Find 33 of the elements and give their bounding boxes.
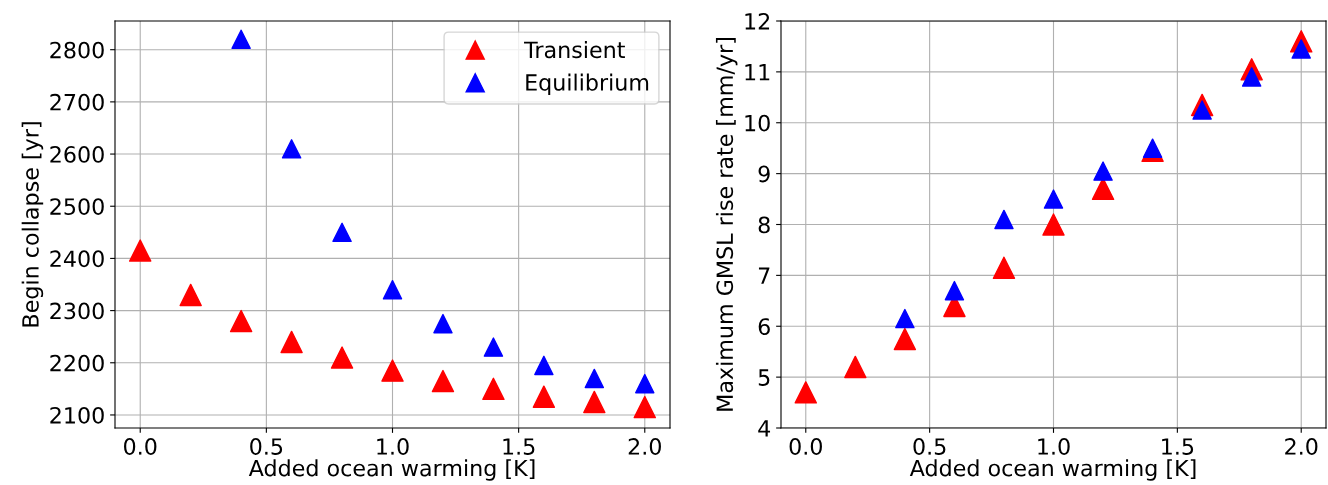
x-tick-label: 0.0 bbox=[124, 438, 157, 455]
y-tick-label: 2600 bbox=[50, 146, 104, 163]
x-tick-label: 2.0 bbox=[628, 438, 661, 455]
legend-label: Equilibrium bbox=[526, 73, 649, 96]
y-tick-label: 2200 bbox=[50, 354, 104, 372]
y-tick-label: 12 bbox=[745, 12, 770, 30]
y-tick-label: 8 bbox=[758, 216, 770, 234]
y-tick-label: 2800 bbox=[50, 41, 104, 59]
y-tick-label: 2100 bbox=[50, 406, 104, 424]
y-tick-label: 5 bbox=[758, 369, 770, 386]
y-tick-label: 2700 bbox=[50, 93, 104, 111]
x-tick-label: 0.5 bbox=[250, 438, 283, 455]
y-axis-title: Maximum GMSL rise rate [mm/yr] bbox=[715, 38, 738, 411]
y-tick-label: 2300 bbox=[50, 302, 104, 320]
x-tick-label: 0.0 bbox=[789, 438, 822, 455]
x-axis-title: Added ocean warming [K] bbox=[909, 459, 1196, 481]
x-tick-label: 1.5 bbox=[1162, 438, 1194, 455]
y-tick-label: 6 bbox=[758, 318, 770, 336]
y-tick-label: 7 bbox=[758, 267, 770, 284]
legend-label: Transient bbox=[524, 41, 625, 59]
y-tick-label: 9 bbox=[758, 165, 770, 183]
y-tick-label: 2500 bbox=[50, 198, 104, 215]
x-axis-title: Added ocean warming [K] bbox=[248, 459, 535, 481]
y-tick-label: 2400 bbox=[50, 250, 104, 268]
x-tick-label: 1.0 bbox=[377, 438, 409, 455]
x-tick-label: 1.5 bbox=[503, 438, 535, 455]
x-tick-label: 0.5 bbox=[913, 438, 946, 455]
y-tick-label: 10 bbox=[745, 114, 770, 132]
y-tick-label: 4 bbox=[758, 420, 771, 437]
x-tick-label: 1.0 bbox=[1038, 438, 1070, 455]
y-axis-title: Begin collapse [yr] bbox=[21, 122, 44, 327]
x-tick-label: 2.0 bbox=[1285, 438, 1318, 455]
y-tick-label: 11 bbox=[745, 64, 770, 81]
